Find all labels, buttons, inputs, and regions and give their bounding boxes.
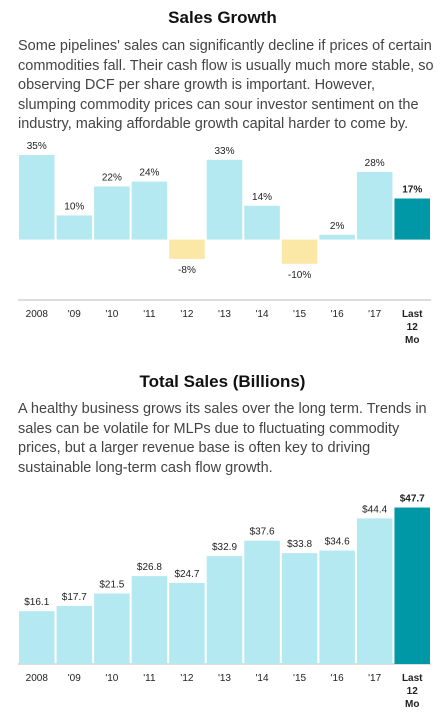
value-label: $21.5 (99, 579, 124, 590)
bar (394, 198, 430, 240)
bar (281, 239, 318, 264)
x-tick-label: '11 (143, 309, 156, 320)
x-tick-label: '12 (180, 309, 194, 320)
x-tick-label: '13 (217, 309, 231, 320)
x-tick-label: '14 (255, 309, 269, 320)
x-tick-label: '11 (143, 673, 156, 684)
x-tick-label: Last 12 Mo (401, 673, 423, 710)
bar (244, 205, 280, 240)
value-label: $26.8 (137, 562, 162, 573)
bar (281, 553, 318, 664)
value-label: 10% (64, 201, 84, 212)
x-tick-label: 2008 (25, 309, 48, 320)
x-tick-label: '17 (368, 309, 382, 320)
bar (356, 171, 393, 240)
value-label: $37.6 (250, 527, 275, 538)
value-label: 35% (27, 141, 47, 152)
bar (94, 593, 130, 664)
value-label: 28% (365, 158, 385, 169)
bar (56, 605, 93, 664)
bar (169, 582, 205, 664)
value-label: $17.7 (62, 592, 87, 603)
x-tick-label: '14 (255, 673, 269, 684)
bar (169, 239, 205, 259)
value-label: 22% (102, 172, 122, 183)
value-label: $16.1 (24, 597, 49, 608)
x-tick-label: '17 (368, 673, 382, 684)
bar (319, 234, 355, 240)
bar (131, 576, 168, 664)
x-tick-label: '16 (330, 673, 344, 684)
x-tick-label: '15 (293, 673, 307, 684)
value-label: $44.4 (362, 504, 387, 515)
value-label: $34.6 (325, 537, 350, 548)
x-tick-label: '10 (105, 309, 119, 320)
bar (206, 159, 243, 240)
bar (356, 518, 393, 664)
bar (19, 611, 55, 664)
x-tick-label: 2008 (25, 673, 48, 684)
x-tick-label: '15 (293, 309, 307, 320)
x-tick-label: '13 (217, 673, 231, 684)
value-label: $24.7 (174, 569, 199, 580)
value-label: $32.9 (212, 542, 237, 553)
chart-description: Some pipelines' sales can significantly … (18, 38, 434, 132)
bar (56, 215, 93, 240)
chart-title: Sales Growth (168, 8, 277, 27)
x-tick-label: '10 (105, 673, 119, 684)
value-label: 14% (252, 192, 272, 203)
chart-description: A healthy business grows its sales over … (18, 401, 427, 476)
value-label: $47.7 (400, 494, 425, 505)
bar (394, 507, 430, 664)
bar (206, 556, 243, 664)
bar (131, 181, 168, 240)
x-tick-label: '09 (67, 673, 81, 684)
x-tick-label: '12 (180, 673, 194, 684)
x-tick-label: '16 (330, 309, 344, 320)
x-tick-label: Last 12 Mo (401, 309, 423, 346)
bar (319, 550, 355, 664)
bar (19, 155, 55, 240)
bar (244, 540, 280, 664)
value-label: 33% (214, 146, 234, 157)
value-label: -8% (178, 265, 196, 276)
value-label: 2% (330, 221, 345, 232)
value-label: 17% (402, 185, 422, 196)
value-label: 24% (139, 168, 159, 179)
chart-title: Total Sales (Billions) (139, 372, 306, 391)
value-label: $33.8 (287, 539, 312, 550)
bar (94, 186, 130, 240)
value-label: -10% (288, 270, 311, 281)
x-tick-label: '09 (67, 309, 81, 320)
